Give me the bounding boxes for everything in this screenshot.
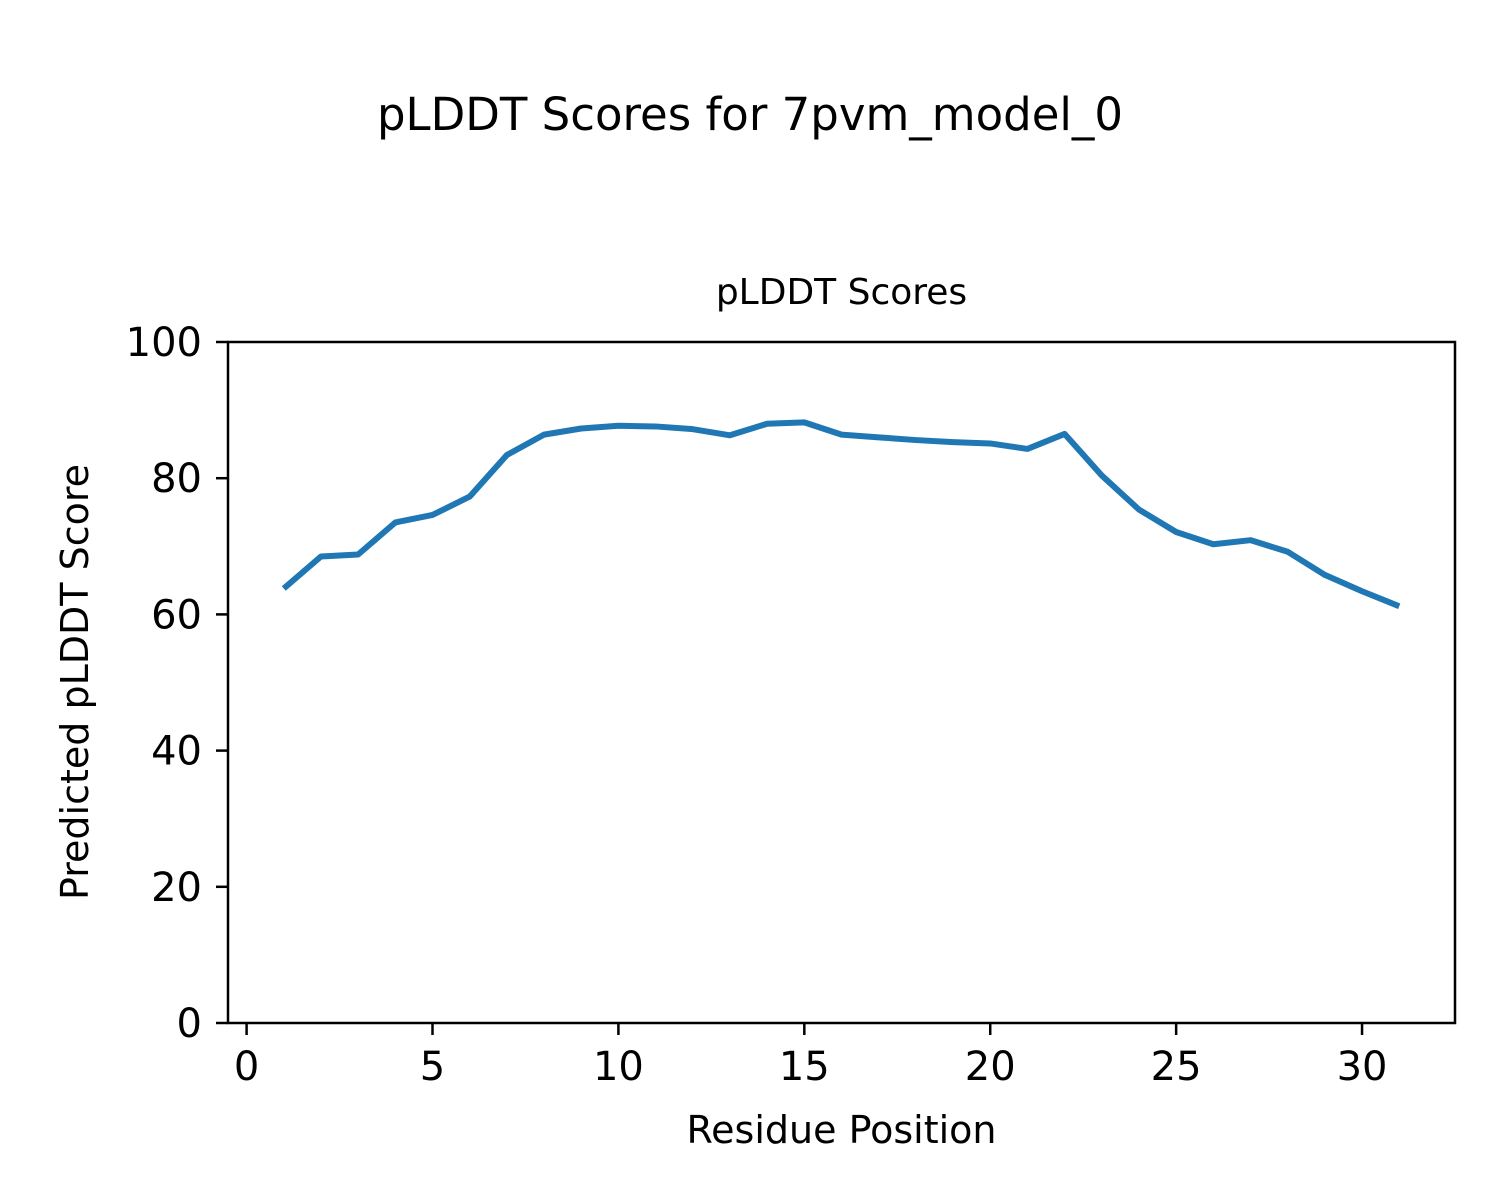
axes-title: pLDDT Scores — [715, 272, 968, 313]
y-tick-label: 80 — [151, 456, 202, 502]
x-axis-label: Residue Position — [686, 1108, 997, 1152]
x-tick-label: 5 — [420, 1044, 445, 1090]
x-tick-label: 15 — [779, 1044, 830, 1090]
plddt-line — [281, 419, 1401, 610]
y-tick-label: 60 — [151, 592, 202, 638]
x-tick-label: 25 — [1151, 1044, 1202, 1090]
y-tick-label: 0 — [177, 1001, 202, 1047]
y-tick-label: 20 — [151, 865, 202, 911]
y-tick-label: 100 — [126, 320, 202, 366]
x-tick-label: 0 — [234, 1044, 259, 1090]
figure-title: pLDDT Scores for 7pvm_model_0 — [376, 88, 1124, 141]
axes-spines — [226, 340, 1457, 1025]
x-tick-label: 30 — [1337, 1044, 1388, 1090]
x-tick-label: 20 — [965, 1044, 1016, 1090]
x-tick-label: 10 — [593, 1044, 644, 1090]
y-tick-label: 40 — [151, 729, 202, 775]
